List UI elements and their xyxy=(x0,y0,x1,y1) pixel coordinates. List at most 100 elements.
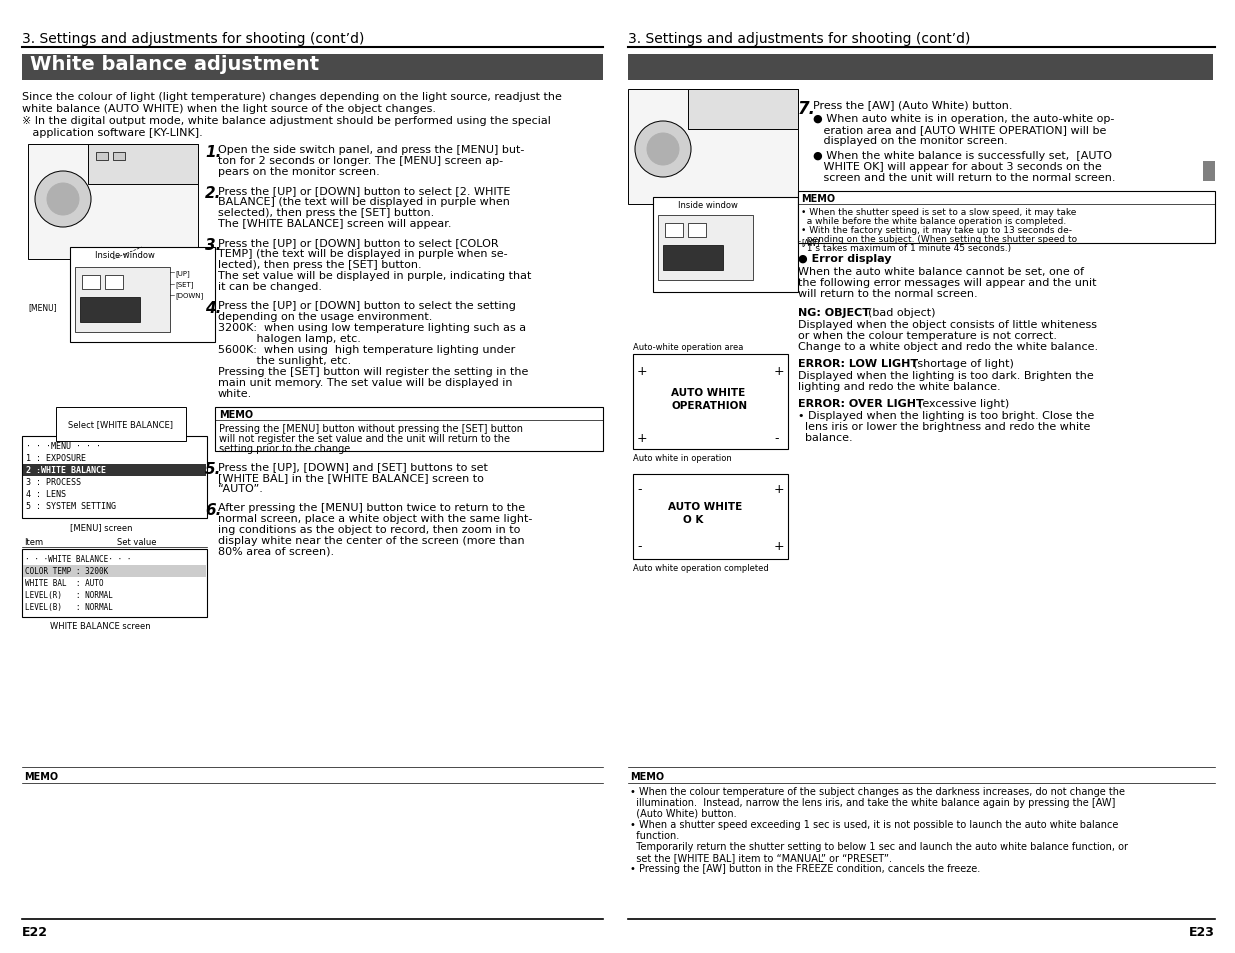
Text: halogen lamp, etc.: halogen lamp, etc. xyxy=(219,334,361,344)
Text: application software [KY-LINK].: application software [KY-LINK]. xyxy=(22,128,203,138)
Text: Inside window: Inside window xyxy=(95,251,154,260)
Text: Auto white in operation: Auto white in operation xyxy=(634,454,732,462)
Text: [MENU] screen: [MENU] screen xyxy=(70,522,132,532)
Bar xyxy=(22,550,207,618)
Text: it can be changed.: it can be changed. xyxy=(219,282,322,292)
Text: a while before the white balance operation is completed.: a while before the white balance operati… xyxy=(802,216,1066,226)
Bar xyxy=(75,268,170,333)
Bar xyxy=(663,246,722,271)
Text: NG: OBJECT: NG: OBJECT xyxy=(798,308,869,317)
Text: ● When the white balance is successfully set,  [AUTO: ● When the white balance is successfully… xyxy=(813,151,1112,161)
Text: The set value will be displayed in purple, indicating that: The set value will be displayed in purpl… xyxy=(219,271,531,281)
Text: AUTO WHITE: AUTO WHITE xyxy=(671,388,745,397)
Text: 5 : SYSTEM SETTING: 5 : SYSTEM SETTING xyxy=(26,501,116,511)
Text: function.: function. xyxy=(630,830,679,841)
Text: OPERATHION: OPERATHION xyxy=(671,400,747,411)
Text: 4.: 4. xyxy=(205,301,221,315)
Bar xyxy=(664,224,683,237)
Bar xyxy=(1203,162,1215,182)
Text: (shortage of light): (shortage of light) xyxy=(913,358,1014,369)
Text: set the [WHITE BAL] item to “MANUAL” or “PRESET”.: set the [WHITE BAL] item to “MANUAL” or … xyxy=(630,852,892,862)
Text: ERROR: OVER LIGHT: ERROR: OVER LIGHT xyxy=(798,398,924,409)
Text: -: - xyxy=(637,482,641,496)
Text: ERROR: LOW LIGHT: ERROR: LOW LIGHT xyxy=(798,358,918,369)
Circle shape xyxy=(647,133,679,166)
Text: ing conditions as the object to record, then zoom in to: ing conditions as the object to record, … xyxy=(219,524,520,535)
Text: display white near the center of the screen (more than: display white near the center of the scr… xyxy=(219,536,525,545)
Bar xyxy=(28,145,198,260)
Text: COLOR TEMP : 3200K: COLOR TEMP : 3200K xyxy=(25,566,109,576)
Text: lens iris or lower the brightness and redo the white: lens iris or lower the brightness and re… xyxy=(798,421,1091,432)
Text: (excessive light): (excessive light) xyxy=(918,398,1009,409)
Text: [AW]: [AW] xyxy=(802,237,819,247)
Text: Press the [UP] or [DOWN] button to select [2. WHITE: Press the [UP] or [DOWN] button to selec… xyxy=(219,186,510,195)
Text: +: + xyxy=(637,432,647,444)
Text: +: + xyxy=(774,365,784,377)
Text: Set value: Set value xyxy=(117,537,157,546)
Text: will return to the normal screen.: will return to the normal screen. xyxy=(798,289,978,298)
Bar xyxy=(688,224,706,237)
Text: WHITE BALANCE screen: WHITE BALANCE screen xyxy=(49,621,151,630)
Text: · · ·MENU · · ·: · · ·MENU · · · xyxy=(26,441,101,451)
Text: main unit memory. The set value will be displayed in: main unit memory. The set value will be … xyxy=(219,377,513,388)
Text: (bad object): (bad object) xyxy=(868,308,935,317)
Text: • Displayed when the lighting is too bright. Close the: • Displayed when the lighting is too bri… xyxy=(798,411,1094,420)
Text: lected), then press the [SET] button.: lected), then press the [SET] button. xyxy=(219,260,421,270)
Text: (Auto White) button.: (Auto White) button. xyxy=(630,808,736,818)
Bar xyxy=(629,90,798,205)
Text: 3200K:  when using low temperature lighting such as a: 3200K: when using low temperature lighti… xyxy=(219,323,526,333)
Bar xyxy=(658,215,753,281)
Text: 1 s takes maximum of 1 minute 45 seconds.): 1 s takes maximum of 1 minute 45 seconds… xyxy=(802,244,1011,253)
Text: 1 : EXPOSURE: 1 : EXPOSURE xyxy=(26,454,86,462)
Text: “AUTO”.: “AUTO”. xyxy=(219,483,263,494)
Text: balance.: balance. xyxy=(798,433,852,442)
Text: setting prior to the change.: setting prior to the change. xyxy=(219,443,353,454)
Text: E23: E23 xyxy=(1189,925,1215,938)
Bar xyxy=(112,152,125,161)
Bar xyxy=(629,55,1213,81)
Text: Press the [UP], [DOWN] and [SET] buttons to set: Press the [UP], [DOWN] and [SET] buttons… xyxy=(219,461,488,472)
Text: Inside window: Inside window xyxy=(678,201,737,210)
Text: 7.: 7. xyxy=(798,100,816,118)
Text: Press the [AW] (Auto White) button.: Press the [AW] (Auto White) button. xyxy=(813,100,1013,110)
Text: screen and the unit will return to the normal screen.: screen and the unit will return to the n… xyxy=(813,172,1115,183)
Text: [SET]: [SET] xyxy=(175,281,194,288)
Text: +: + xyxy=(774,539,784,553)
Text: eration area and [AUTO WHITE OPERATION] will be: eration area and [AUTO WHITE OPERATION] … xyxy=(813,125,1107,135)
Bar xyxy=(96,152,107,161)
Text: E22: E22 xyxy=(22,925,48,938)
Text: Displayed when the lighting is too dark. Brighten the: Displayed when the lighting is too dark.… xyxy=(798,371,1094,380)
Text: 1.: 1. xyxy=(205,145,221,160)
Text: • Pressing the [AW] button in the FREEZE condition, cancels the freeze.: • Pressing the [AW] button in the FREEZE… xyxy=(630,863,981,873)
Text: +: + xyxy=(637,365,647,377)
Bar xyxy=(82,275,100,290)
Text: AUTO WHITE: AUTO WHITE xyxy=(668,501,742,512)
Bar xyxy=(23,464,206,476)
Text: Item: Item xyxy=(23,537,43,546)
Text: White balance adjustment: White balance adjustment xyxy=(30,55,319,74)
Bar xyxy=(22,436,207,518)
Text: [DOWN]: [DOWN] xyxy=(175,292,204,298)
Text: 80% area of screen).: 80% area of screen). xyxy=(219,546,335,557)
Text: [WHITE BAL] in the [WHITE BALANCE] screen to: [WHITE BAL] in the [WHITE BALANCE] scree… xyxy=(219,473,484,482)
Text: illumination.  Instead, narrow the lens iris, and take the white balance again b: illumination. Instead, narrow the lens i… xyxy=(630,797,1115,807)
Text: +: + xyxy=(774,482,784,496)
Text: -: - xyxy=(637,539,641,553)
Text: -: - xyxy=(774,432,778,444)
Circle shape xyxy=(47,184,79,215)
Text: 3. Settings and adjustments for shooting (cont’d): 3. Settings and adjustments for shooting… xyxy=(629,32,971,46)
Text: 5.: 5. xyxy=(205,461,221,476)
Text: 3. Settings and adjustments for shooting (cont’d): 3. Settings and adjustments for shooting… xyxy=(22,32,364,46)
Text: ton for 2 seconds or longer. The [MENU] screen ap-: ton for 2 seconds or longer. The [MENU] … xyxy=(219,156,503,166)
Text: Press the [UP] or [DOWN] button to select [COLOR: Press the [UP] or [DOWN] button to selec… xyxy=(219,237,499,248)
Text: • When the shutter speed is set to a slow speed, it may take: • When the shutter speed is set to a slo… xyxy=(802,208,1077,216)
Text: the sunlight, etc.: the sunlight, etc. xyxy=(219,355,351,366)
Text: After pressing the [MENU] button twice to return to the: After pressing the [MENU] button twice t… xyxy=(219,502,525,513)
Text: or when the colour temperature is not correct.: or when the colour temperature is not co… xyxy=(798,331,1057,340)
Text: pears on the monitor screen.: pears on the monitor screen. xyxy=(219,167,379,177)
Text: 5600K:  when using  high temperature lighting under: 5600K: when using high temperature light… xyxy=(219,345,515,355)
Text: 2 :WHITE BALANCE: 2 :WHITE BALANCE xyxy=(26,465,106,475)
Bar xyxy=(23,565,206,578)
Text: When the auto white balance cannot be set, one of: When the auto white balance cannot be se… xyxy=(798,267,1084,276)
Text: ● When auto white is in operation, the auto-white op-: ● When auto white is in operation, the a… xyxy=(813,113,1114,124)
